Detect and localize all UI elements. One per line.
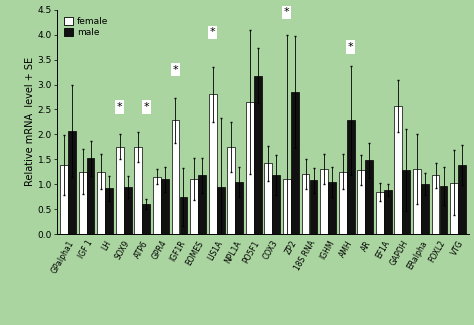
Bar <box>273 175 280 234</box>
Bar <box>254 75 262 234</box>
Bar <box>301 174 310 234</box>
Bar <box>439 186 447 234</box>
Bar <box>228 147 235 234</box>
Bar <box>320 169 328 234</box>
Bar <box>217 187 225 234</box>
Bar <box>235 182 243 234</box>
Bar <box>347 120 355 234</box>
Bar <box>60 165 68 234</box>
Bar <box>432 175 439 234</box>
Bar <box>310 180 318 234</box>
Bar <box>161 179 169 234</box>
Bar <box>116 147 124 234</box>
Bar <box>283 179 291 234</box>
Bar <box>180 197 187 234</box>
Bar <box>135 147 142 234</box>
Legend: female, male: female, male <box>62 14 111 40</box>
Bar <box>142 204 150 234</box>
Bar <box>198 175 206 234</box>
Bar <box>79 172 87 234</box>
Bar <box>413 169 421 234</box>
Bar <box>153 177 161 234</box>
Text: *: * <box>284 7 290 17</box>
Bar <box>124 187 132 234</box>
Bar <box>402 170 410 234</box>
Bar <box>421 184 429 234</box>
Bar <box>458 165 466 234</box>
Bar <box>264 163 272 234</box>
Text: *: * <box>210 27 216 37</box>
Bar <box>365 160 373 234</box>
Bar <box>209 95 217 234</box>
Bar <box>291 92 299 234</box>
Bar <box>384 190 392 234</box>
Bar <box>68 131 76 234</box>
Bar <box>246 102 254 234</box>
Bar <box>172 120 179 234</box>
Bar <box>87 158 94 234</box>
Bar <box>97 172 105 234</box>
Bar <box>190 179 198 234</box>
Y-axis label: Relative mRNA  level + SE: Relative mRNA level + SE <box>25 57 35 187</box>
Bar <box>339 172 346 234</box>
Bar <box>105 188 113 234</box>
Bar <box>394 106 402 234</box>
Text: *: * <box>117 102 123 112</box>
Text: *: * <box>348 42 354 52</box>
Bar <box>357 170 365 234</box>
Text: *: * <box>144 102 149 112</box>
Bar <box>328 182 336 234</box>
Text: *: * <box>173 65 178 74</box>
Bar <box>376 192 384 234</box>
Bar <box>450 183 458 234</box>
